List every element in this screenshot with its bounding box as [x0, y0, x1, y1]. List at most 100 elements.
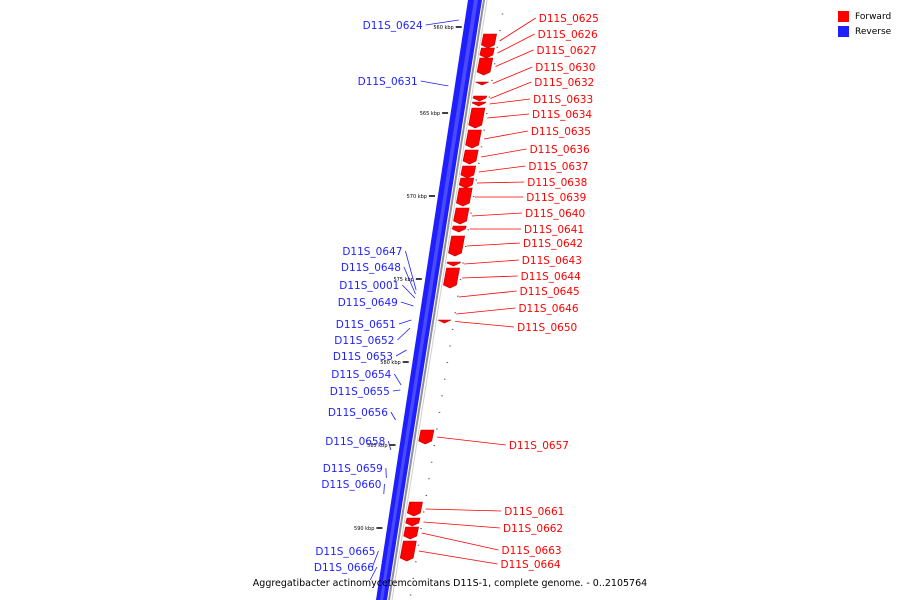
- forward-gene-block: [475, 81, 490, 86]
- genome-backbone: [376, 0, 488, 600]
- forward-gene-leader: [425, 508, 502, 512]
- forward-gene-label: D11S_0625: [539, 13, 599, 25]
- reverse-gene-label: D11S_0654: [331, 369, 391, 381]
- forward-gene-label: D11S_0642: [523, 238, 583, 250]
- forward-gene-label: D11S_0630: [535, 62, 595, 74]
- forward-gene-label: D11S_0644: [521, 271, 581, 283]
- scale-tick-label: 590 kbp: [354, 526, 374, 532]
- forward-gene-label: D11S_0636: [530, 144, 590, 156]
- forward-gene-leader: [477, 181, 525, 184]
- forward-gene-label: D11S_0646: [518, 303, 578, 315]
- map-title: Aggregatibacter actinomycetemcomitans D1…: [252, 578, 648, 589]
- reverse-gene-label: D11S_0665: [315, 546, 375, 558]
- forward-gene-block: [476, 57, 494, 76]
- reverse-swatch: [838, 26, 849, 37]
- scale-tick-label: 570 kbp: [407, 194, 427, 200]
- forward-gene-block: [437, 319, 452, 324]
- forward-gene-leader: [495, 49, 534, 67]
- scale-tick-label: 585 kbp: [367, 443, 387, 449]
- forward-gene-block: [448, 235, 466, 257]
- reverse-gene-leader: [402, 284, 416, 299]
- reverse-gene-leader: [403, 266, 416, 295]
- forward-gene-block: [472, 95, 488, 102]
- forward-gene-leader: [499, 17, 536, 42]
- forward-label: Forward: [855, 11, 892, 22]
- reverse-gene-label: D11S_0001: [339, 280, 399, 292]
- forward-gene-leader: [490, 81, 532, 99]
- reverse-gene-leader: [393, 373, 402, 386]
- reverse-gene-label: D11S_0660: [321, 479, 381, 491]
- forward-gene-block: [458, 177, 475, 189]
- forward-gene-label: D11S_0639: [526, 192, 586, 204]
- forward-gene-block: [451, 225, 467, 233]
- forward-gene-label: D11S_0637: [528, 161, 588, 173]
- forward-gene-label: D11S_0663: [502, 545, 562, 557]
- reverse-gene-leader: [371, 550, 379, 569]
- forward-swatch: [838, 11, 849, 22]
- reverse-gene-label: D11S_0659: [323, 463, 383, 475]
- scale-tick-label: 565 kbp: [420, 111, 440, 117]
- legend: Forward Reverse: [838, 9, 891, 39]
- forward-gene-label: D11S_0662: [503, 523, 563, 535]
- forward-gene-leader: [481, 148, 527, 158]
- forward-gene-label: D11S_0650: [517, 322, 577, 334]
- forward-gene-block: [418, 429, 435, 445]
- forward-gene-block: [406, 501, 423, 517]
- forward-gene-block: [446, 261, 462, 267]
- forward-gene-label: D11S_0641: [524, 224, 584, 236]
- legend-reverse: Reverse: [838, 24, 891, 39]
- forward-gene-leader: [423, 521, 501, 529]
- forward-gene-block: [479, 47, 495, 59]
- reverse-gene-leader: [398, 319, 412, 325]
- forward-gene-leader: [478, 165, 526, 173]
- reverse-gene-label: D11S_0658: [325, 436, 385, 448]
- forward-gene-leader: [456, 307, 516, 315]
- reverse-strand-highlight: [380, 0, 478, 600]
- forward-gene-leader: [436, 436, 506, 446]
- forward-gene-leader: [461, 275, 518, 279]
- reverse-gene-label: D11S_0647: [342, 246, 402, 258]
- forward-gene-leader: [467, 242, 521, 247]
- reverse-gene-label: D11S_0666: [314, 562, 374, 574]
- forward-gene-label: D11S_0626: [538, 29, 598, 41]
- forward-gene-label: D11S_0657: [509, 440, 569, 452]
- forward-gene-label: D11S_0632: [534, 77, 594, 89]
- tick-layer: 560 kbp 565 kbp 570 kbp 575 kbp 580 kbp 585 k…: [354, 13, 504, 596]
- forward-gene-label: D11S_0645: [520, 286, 580, 298]
- forward-gene-label: D11S_0640: [525, 208, 585, 220]
- forward-gene-label: D11S_0635: [531, 126, 591, 138]
- forward-gene-label: D11S_0638: [527, 177, 587, 189]
- forward-gene-block: [471, 101, 487, 107]
- scale-tick-label: 575 kbp: [393, 277, 413, 283]
- forward-gene-leader: [492, 66, 533, 84]
- scale-tick-label: 560 kbp: [433, 25, 453, 31]
- reverse-gene-leader: [390, 411, 396, 421]
- forward-gene-leader: [471, 212, 523, 217]
- reverse-gene-leader: [425, 19, 459, 26]
- reverse-gene-label: D11S_0648: [341, 262, 401, 274]
- reverse-gene-leader: [420, 80, 449, 87]
- reverse-gene-leader: [397, 327, 411, 341]
- reverse-gene-leader: [369, 566, 378, 581]
- reverse-gene-label: D11S_0651: [336, 319, 396, 331]
- forward-gene-block: [399, 540, 417, 562]
- forward-gene-block: [465, 129, 482, 149]
- forward-gene-label: D11S_0633: [533, 94, 593, 106]
- forward-gene-block: [453, 207, 470, 225]
- genome-axis-line-inner: [391, 0, 488, 600]
- reverse-gene-label: D11S_0624: [363, 20, 423, 32]
- forward-gene-label: D11S_0634: [532, 109, 592, 121]
- reverse-gene-label: D11S_0655: [330, 386, 390, 398]
- forward-gene-block: [462, 149, 479, 165]
- reverse-gene-label: D11S_0649: [338, 297, 398, 309]
- forward-gene-block: [443, 267, 460, 289]
- reverse-gene-layer: D11S_0624 D11S_0631 D11S_0647 D11S_0648 D11S…: [314, 19, 459, 581]
- forward-gene-leader: [487, 113, 530, 119]
- reverse-gene-label: D11S_0652: [334, 335, 394, 347]
- reverse-gene-leader: [383, 483, 385, 495]
- forward-gene-label: D11S_0664: [501, 559, 561, 571]
- reverse-gene-leader: [405, 250, 417, 291]
- forward-gene-leader: [489, 98, 531, 105]
- reverse-label: Reverse: [855, 26, 892, 37]
